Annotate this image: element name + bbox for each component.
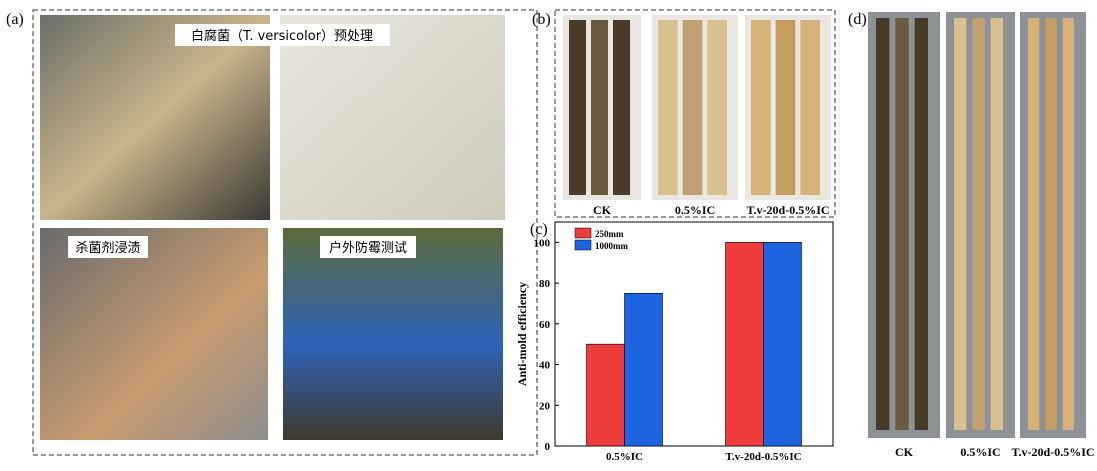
bar [587,344,625,446]
bar [764,242,802,446]
wood-strip [876,18,889,430]
legend-swatch [575,240,591,250]
wood-strip [707,20,727,195]
wood-strip [591,20,608,195]
x-tick-label: T.v-20d-0.5%IC [725,451,801,463]
panel-label: (a) [6,11,24,28]
y-axis-label: Anti-mold efficiency [515,282,529,386]
bar [625,293,663,446]
legend-label: 250mm [595,229,624,239]
wood-strip [683,20,703,195]
sample-label: 0.5%IC [960,445,1000,459]
sample-label: T.v-20d-0.5%IC [1011,445,1094,459]
sample-label: 0.5%IC [675,203,715,217]
y-tick-label: 20 [539,400,551,412]
sample-label: CK [593,203,612,217]
sample-label: T.v-20d-0.5%IC [746,203,829,217]
panel-label: (b) [532,11,551,28]
panel-label: (c) [530,221,548,238]
wood-strip [1063,18,1074,430]
wood-strip [613,20,630,195]
y-tick-label: 60 [539,319,551,331]
figure: (a) 白腐菌（T. versicolor）预处理 杀菌剂浸渍 户外防霉测试 (… [0,0,1097,466]
x-tick-label: 0.5%IC [606,451,643,463]
y-tick-label: 100 [534,237,551,249]
wood-strip [991,18,1003,430]
y-tick-label: 0 [545,441,551,453]
caption: 白腐菌（T. versicolor）预处理 [191,28,373,44]
caption: 户外防霉测试 [329,240,407,256]
y-tick-label: 40 [539,360,551,372]
wood-strip [954,18,966,430]
sample-label: CK [895,445,914,459]
y-tick-label: 80 [539,278,551,290]
wood-strip [800,20,820,195]
caption: 杀菌剂浸渍 [75,241,140,256]
wood-strip [972,18,984,430]
bar [726,242,764,446]
legend-swatch [575,228,591,238]
wood-strip [895,18,908,430]
legend-label: 1000mm [595,241,628,251]
photo [40,228,268,440]
wood-strip [569,20,586,195]
wood-strip [1028,18,1039,430]
wood-strip [776,20,796,195]
wood-strip [1045,18,1056,430]
photo [283,228,503,440]
wood-strip [658,20,678,195]
wood-strip [751,20,771,195]
wood-strip [915,18,928,430]
panel-label: (d) [848,11,867,28]
